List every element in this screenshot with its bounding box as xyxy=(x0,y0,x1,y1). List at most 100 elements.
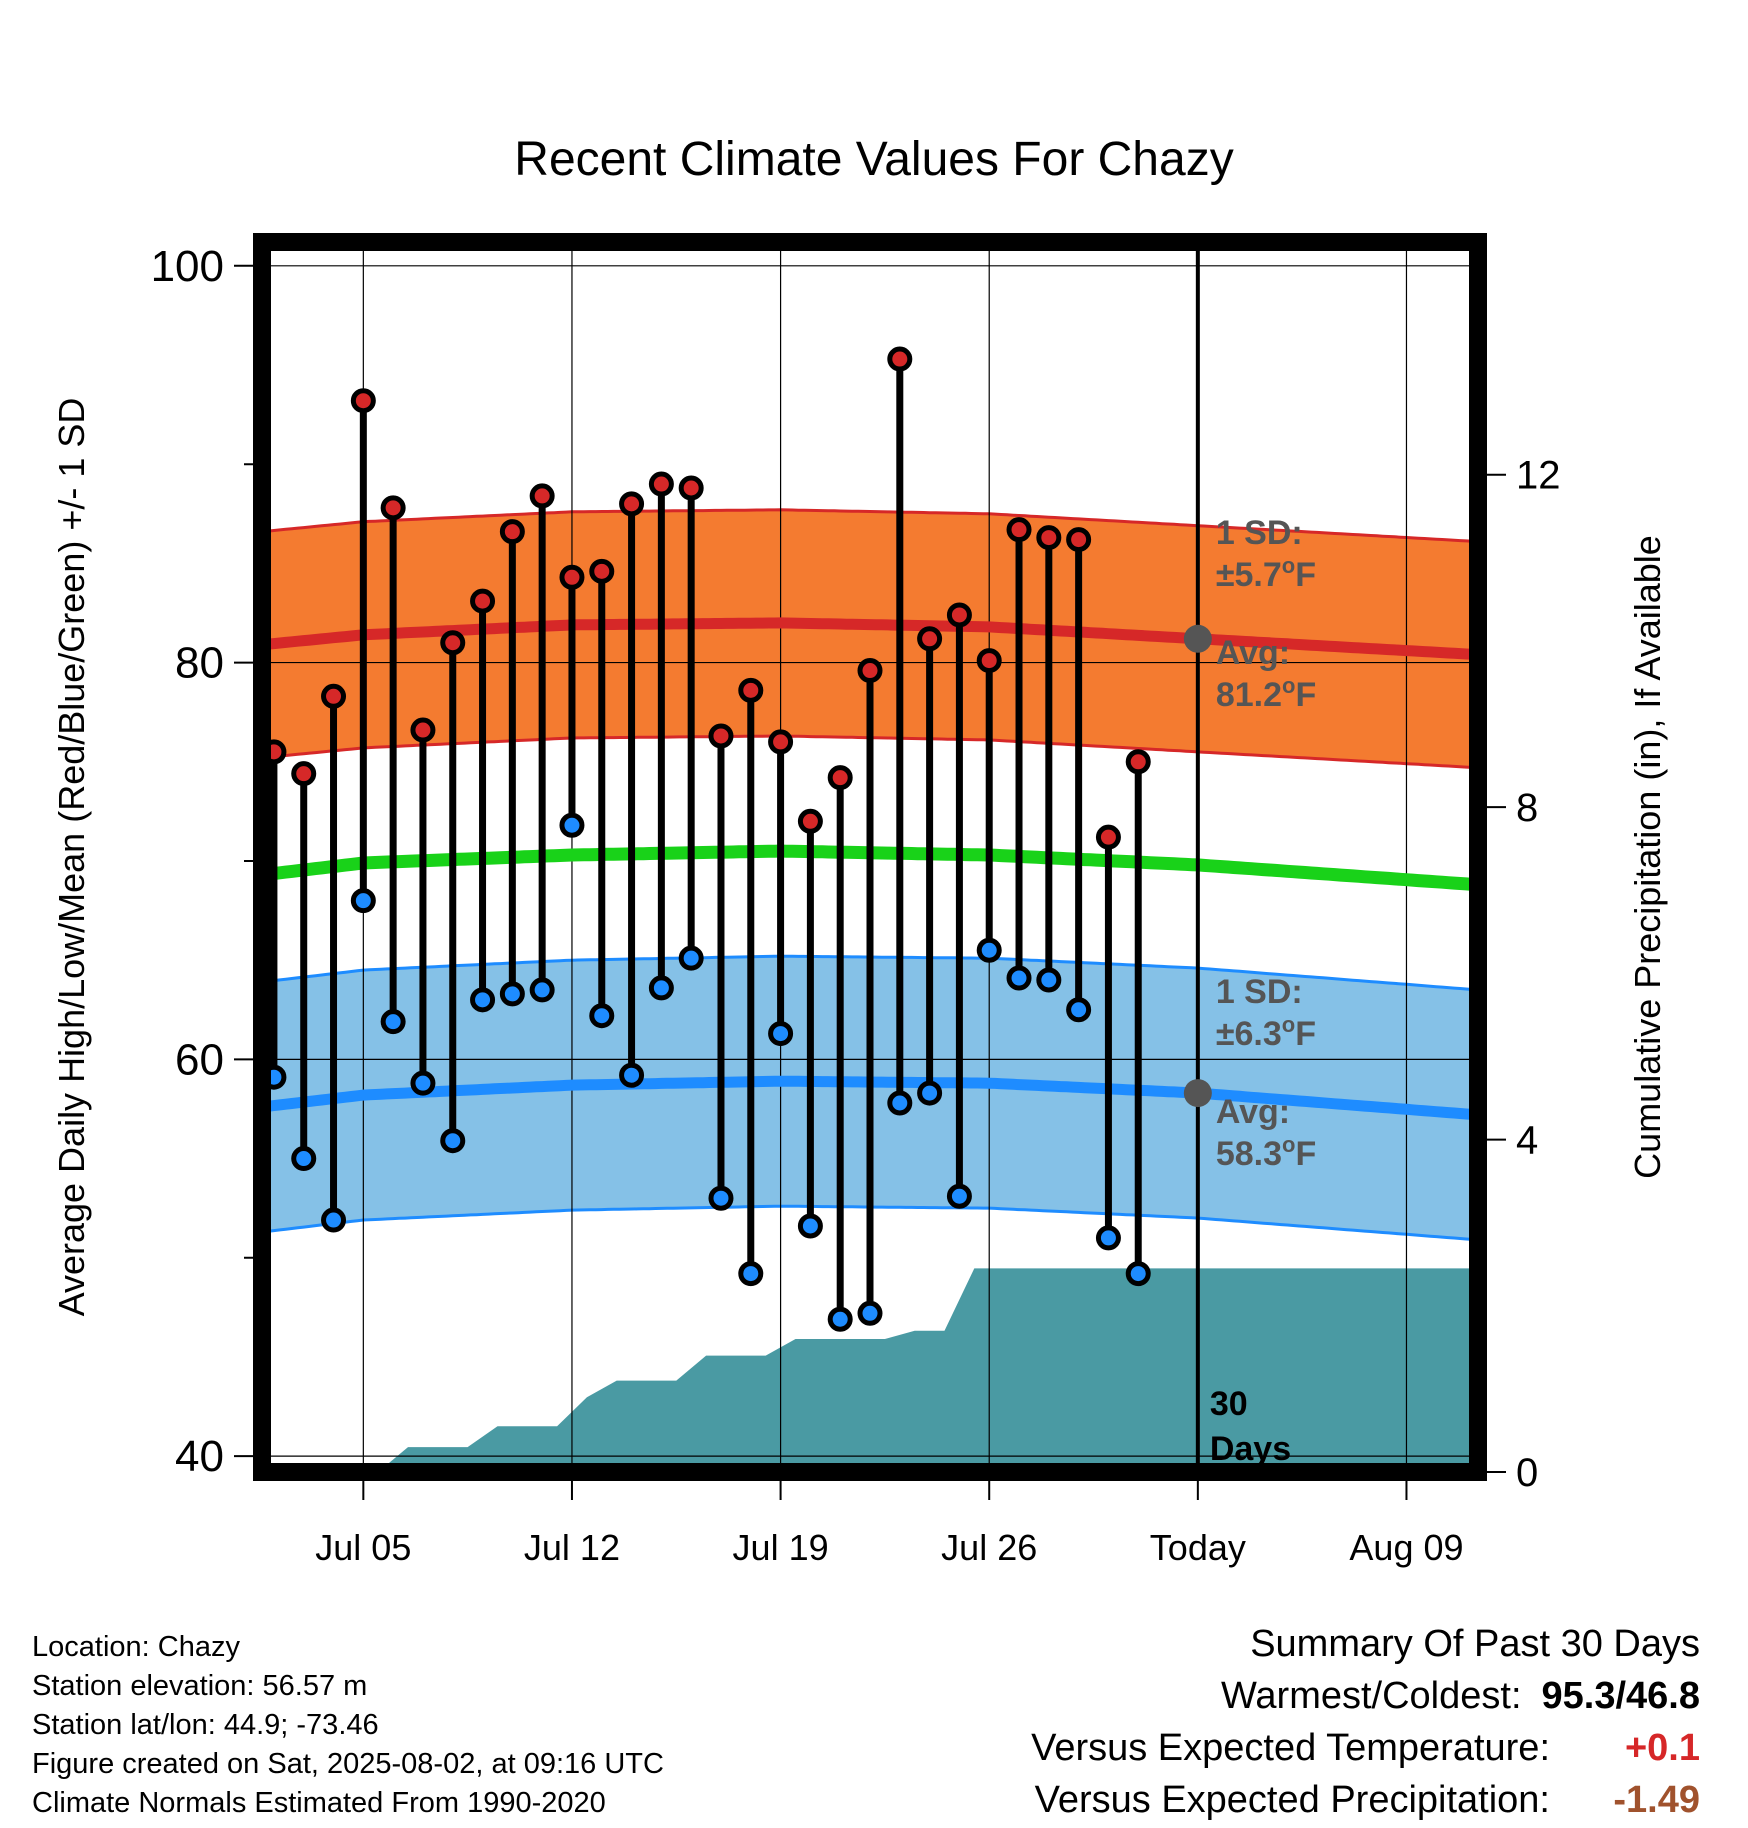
obs-high-point xyxy=(529,483,555,509)
temp-departure-value: +0.1 xyxy=(1624,1727,1700,1769)
obs-low-point xyxy=(1125,1261,1151,1287)
obs-high-point xyxy=(1006,517,1032,543)
y-left-tick-label: 100 xyxy=(151,242,224,291)
obs-high-point xyxy=(648,471,674,497)
y-right-axis-label: Cumulative Precipitation (in), If Availa… xyxy=(1627,535,1668,1179)
obs-high-point xyxy=(440,630,466,656)
today-high-avg-marker xyxy=(1183,624,1212,653)
y-left-axis-label: Average Daily High/Low/Mean (Red/Blue/Gr… xyxy=(51,398,92,1317)
normal-high-line xyxy=(261,617,1479,661)
y-right-tick-label: 8 xyxy=(1516,786,1538,830)
obs-low-point xyxy=(321,1207,347,1233)
y-right-tick-label: 0 xyxy=(1516,1451,1538,1495)
high-sd-label: 1 SD: xyxy=(1216,514,1303,552)
station-info: Location: Chazy Station elevation: 56.57… xyxy=(32,1628,852,1823)
high-avg-value: 81.2oF xyxy=(1216,673,1316,714)
obs-high-point xyxy=(1125,749,1151,775)
temp-departure-label: Versus Expected Temperature: xyxy=(1031,1727,1550,1769)
obs-high-point xyxy=(559,564,585,590)
y-left-tick-label: 60 xyxy=(175,1035,224,1084)
obs-high-point xyxy=(350,388,376,414)
obs-low-point xyxy=(976,937,1002,963)
obs-low-point xyxy=(1036,967,1062,993)
obs-low-point xyxy=(887,1090,913,1116)
created-text: Figure created on Sat, 2025-08-02, at 09… xyxy=(32,1748,664,1780)
latlon-text: Station lat/lon: 44.9; -73.46 xyxy=(32,1709,379,1741)
precip-departure-value: -1.49 xyxy=(1613,1779,1700,1821)
x-tick-label: Jul 19 xyxy=(733,1527,829,1568)
x-tick-label: Aug 09 xyxy=(1349,1527,1463,1568)
obs-low-point xyxy=(559,812,585,838)
obs-low-point xyxy=(1095,1225,1121,1251)
y-left-tick-label: 40 xyxy=(175,1432,224,1481)
x-tick-label: Jul 26 xyxy=(941,1527,1037,1568)
obs-low-point xyxy=(410,1070,436,1096)
obs-low-point xyxy=(619,1062,645,1088)
obs-low-point xyxy=(291,1146,317,1172)
obs-low-point xyxy=(440,1128,466,1154)
obs-low-point xyxy=(797,1213,823,1239)
obs-high-point xyxy=(976,648,1002,674)
elevation-text: Station elevation: 56.57 m xyxy=(32,1670,368,1702)
y-right-tick-label: 4 xyxy=(1516,1119,1538,1163)
obs-low-point xyxy=(708,1185,734,1211)
obs-high-point xyxy=(1095,824,1121,850)
obs-high-point xyxy=(380,495,406,521)
obs-high-point xyxy=(887,346,913,372)
obs-low-point xyxy=(917,1080,943,1106)
warm-cold-value: 95.3/46.8 xyxy=(1541,1675,1700,1717)
obs-low-point xyxy=(648,975,674,1001)
obs-high-point xyxy=(1066,527,1092,553)
obs-low-point xyxy=(678,945,704,971)
obs-high-point xyxy=(321,683,347,709)
days-label-number: 30 xyxy=(1210,1385,1248,1423)
obs-low-point xyxy=(738,1261,764,1287)
y-left-tick-label: 80 xyxy=(175,639,224,688)
obs-high-point xyxy=(768,729,794,755)
summary-panel: Summary Of Past 30 Days Warmest/Coldest:… xyxy=(820,1618,1700,1826)
low-avg-label: Avg: xyxy=(1216,1093,1290,1131)
obs-low-point xyxy=(946,1183,972,1209)
normals-text: Climate Normals Estimated From 1990-2020 xyxy=(32,1787,606,1819)
chart-title: Recent Climate Values For Chazy xyxy=(514,133,1233,186)
obs-high-point xyxy=(619,491,645,517)
precip-area xyxy=(262,1268,1478,1472)
obs-high-point xyxy=(827,765,853,791)
obs-low-point xyxy=(380,1009,406,1035)
obs-high-point xyxy=(1036,525,1062,551)
obs-low-point xyxy=(1006,965,1032,991)
warm-cold-row: Warmest/Coldest: 95.3/46.8 xyxy=(820,1670,1700,1722)
obs-low-point xyxy=(350,888,376,914)
obs-high-point xyxy=(797,808,823,834)
summary-title: Summary Of Past 30 Days xyxy=(1250,1623,1700,1665)
x-tick-label: Jul 05 xyxy=(315,1527,411,1568)
obs-low-point xyxy=(1066,997,1092,1023)
x-tick-label: Jul 12 xyxy=(524,1527,620,1568)
obs-high-point xyxy=(589,558,615,584)
low-sd-label: 1 SD: xyxy=(1216,973,1303,1011)
obs-low-point xyxy=(857,1300,883,1326)
precip-departure-row: Versus Expected Precipitation: -1.49 xyxy=(820,1774,1700,1826)
obs-low-point xyxy=(499,981,525,1007)
obs-high-point xyxy=(470,588,496,614)
obs-high-point xyxy=(499,519,525,545)
location-text: Location: Chazy xyxy=(32,1631,240,1663)
x-axis-label: Day xyxy=(842,1602,906,1610)
obs-low-point xyxy=(768,1021,794,1047)
warm-cold-label: Warmest/Coldest: xyxy=(1220,1675,1522,1717)
obs-high-point xyxy=(291,761,317,787)
days-label-text: Days xyxy=(1210,1430,1291,1468)
high-avg-label: Avg: xyxy=(1216,634,1290,672)
high-sd-value: ±5.7oF xyxy=(1216,553,1316,594)
precip-departure-label: Versus Expected Precipitation: xyxy=(1034,1779,1550,1821)
obs-high-point xyxy=(678,475,704,501)
obs-high-point xyxy=(946,602,972,628)
today-low-avg-marker xyxy=(1183,1079,1212,1108)
x-tick-label: Today xyxy=(1150,1527,1246,1568)
obs-high-point xyxy=(857,658,883,684)
temp-departure-row: Versus Expected Temperature: +0.1 xyxy=(820,1722,1700,1774)
plot-frame xyxy=(253,233,1487,1481)
y-right-tick-label: 12 xyxy=(1516,454,1561,498)
obs-high-point xyxy=(708,723,734,749)
